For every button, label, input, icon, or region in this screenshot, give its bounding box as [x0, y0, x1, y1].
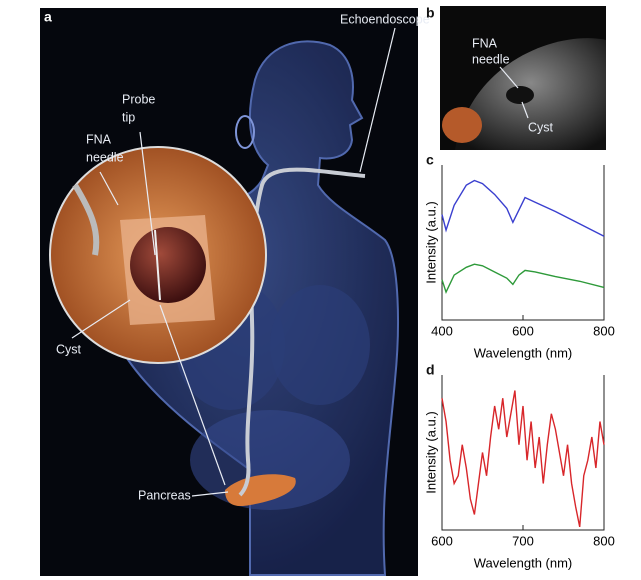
axis-frame — [441, 375, 605, 531]
x-axis-label: Wavelength (nm) — [474, 555, 573, 570]
cyst — [130, 227, 206, 303]
pancreas — [225, 474, 296, 507]
pointer-line — [499, 66, 519, 89]
x-tick-label: 600 — [512, 323, 534, 338]
pointer-line — [359, 27, 396, 173]
spectrum-line — [441, 179, 605, 237]
panel-letter: c — [426, 152, 434, 168]
label: Cyst — [56, 342, 82, 356]
spectrum-line — [441, 390, 605, 528]
label: Cyst — [528, 120, 554, 134]
ear — [235, 115, 255, 149]
abdomen — [190, 410, 350, 510]
label: Echoendoscope — [340, 12, 430, 26]
y-axis-label: Intensity (a.u.) — [423, 411, 438, 493]
probe — [154, 229, 161, 301]
label: FNA — [86, 132, 112, 146]
panel-letter: a — [44, 9, 52, 25]
label: Probe — [122, 92, 155, 106]
spectrum-line — [441, 263, 605, 294]
needle-guide — [72, 183, 100, 256]
x-tick-label: 800 — [593, 323, 615, 338]
pointer-line — [191, 491, 229, 497]
axis-frame — [441, 165, 605, 321]
cyst-echo — [506, 86, 534, 104]
panel-letter: b — [426, 5, 435, 21]
pointer-line — [139, 131, 156, 256]
x-tick-label: 400 — [431, 323, 453, 338]
pointer-line — [71, 299, 131, 339]
label: Pancreas — [138, 488, 191, 502]
label: needle — [86, 150, 124, 164]
panel-letter: d — [426, 362, 435, 378]
label: needle — [472, 52, 510, 66]
x-tick-label: 800 — [593, 533, 615, 548]
label: tip — [122, 110, 135, 124]
x-tick-label: 700 — [512, 533, 534, 548]
inset-thumbnail — [442, 107, 482, 143]
label: FNA — [472, 36, 498, 50]
pointer-line — [99, 171, 119, 206]
lung — [270, 285, 370, 405]
x-tick-label: 600 — [431, 533, 453, 548]
x-axis-label: Wavelength (nm) — [474, 345, 573, 360]
pointer-line — [159, 304, 226, 486]
pointer-line — [521, 101, 529, 119]
y-axis-label: Intensity (a.u.) — [423, 201, 438, 283]
